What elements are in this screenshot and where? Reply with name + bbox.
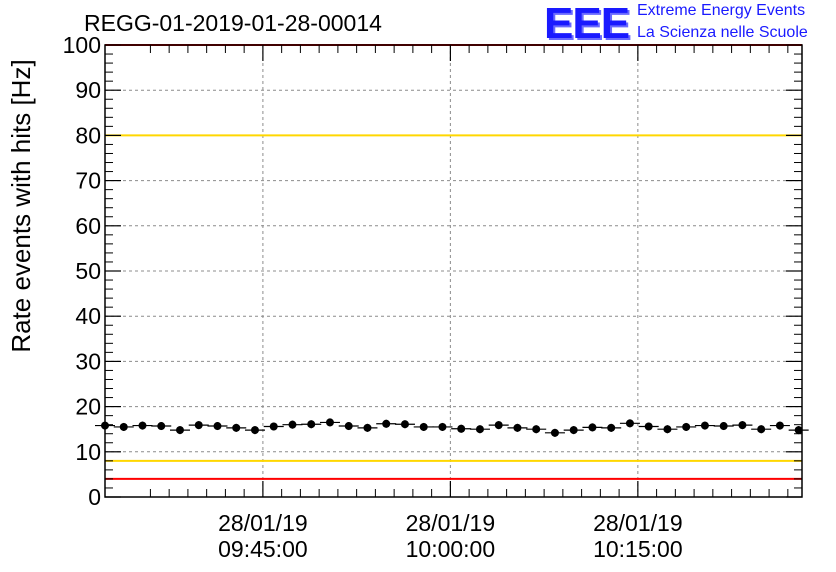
data-point [569,426,578,435]
x-tick-date: 28/01/19 [218,510,308,536]
x-tick-labels: 28/01/1909:45:0028/01/1910:00:0028/01/19… [218,510,682,562]
run-title: REGG-01-2019-01-28-00014 [84,10,382,36]
y-tick-label: 40 [75,303,101,329]
data-point [325,418,334,427]
x-tick-date: 28/01/19 [593,510,683,536]
data-point [644,422,653,431]
data-point [157,422,166,431]
data-point [288,420,297,429]
data-point [400,420,409,429]
data-point [438,422,447,431]
y-tick-label: 100 [63,32,101,58]
y-tick-label: 0 [88,484,101,510]
data-point [213,422,222,431]
data-point [550,428,559,437]
data-point [101,421,109,430]
data-point [269,422,278,431]
logo-subtitle-2: La Scienza nelle Scuole [637,24,808,41]
data-point [250,426,259,435]
data-point [607,423,616,432]
data-point [700,421,709,430]
data-point [307,420,316,429]
data-point [119,422,128,431]
data-point [513,423,522,432]
data-points [95,418,809,437]
data-point [738,421,747,430]
data-point [175,426,184,435]
y-tick-label: 90 [75,77,101,103]
x-tick-time: 10:15:00 [593,536,683,562]
data-point [588,423,597,432]
y-tick-label: 60 [75,213,101,239]
data-point [194,421,203,430]
y-tick-label: 30 [75,348,101,374]
axis-ticks [105,44,802,498]
y-tick-label: 50 [75,258,101,284]
y-tick-label: 20 [75,394,101,420]
y-tick-label: 80 [75,122,101,148]
data-point [475,425,484,434]
y-tick-label: 10 [75,439,101,465]
data-point [663,425,672,434]
data-point [363,423,372,432]
data-point [382,419,391,428]
data-point [625,419,634,428]
x-tick-time: 09:45:00 [218,536,308,562]
x-tick-date: 28/01/19 [406,510,496,536]
data-point [138,421,147,430]
data-point [719,422,728,431]
data-point [494,421,503,430]
y-tick-labels: 0 10 20 30 40 50 60 70 80 90 100 [63,32,101,510]
data-point [344,422,353,431]
data-point [532,425,541,434]
data-point [775,421,784,430]
y-axis-label: Rate events with hits [Hz] [6,59,36,352]
data-point [794,426,803,435]
logo-subtitle-1: Extreme Energy Events [637,2,806,19]
y-tick-label: 70 [75,168,101,194]
data-point [682,422,691,431]
data-point [419,422,428,431]
data-point [232,423,241,432]
data-point [457,424,466,433]
data-point [757,425,766,434]
eee-logo: EEE [544,0,630,48]
reference-lines [105,44,802,480]
x-tick-time: 10:00:00 [406,536,496,562]
